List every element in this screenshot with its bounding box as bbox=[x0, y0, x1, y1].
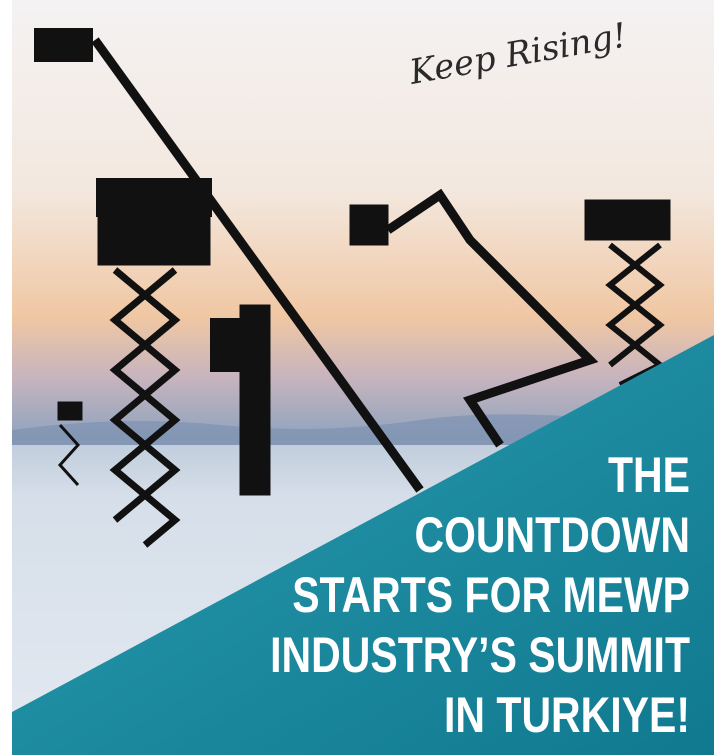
poster: Keep Rising! THE COUNTDOWN STARTS FOR ME… bbox=[0, 0, 726, 755]
headline-line: STARTS FOR MEWP bbox=[292, 567, 690, 623]
headline-line: THE bbox=[608, 447, 690, 503]
headline-line: INDUSTRY’S SUMMIT bbox=[270, 627, 690, 683]
headline-line: IN TURKIYE! bbox=[444, 687, 690, 743]
headline-line: COUNTDOWN bbox=[414, 507, 690, 563]
